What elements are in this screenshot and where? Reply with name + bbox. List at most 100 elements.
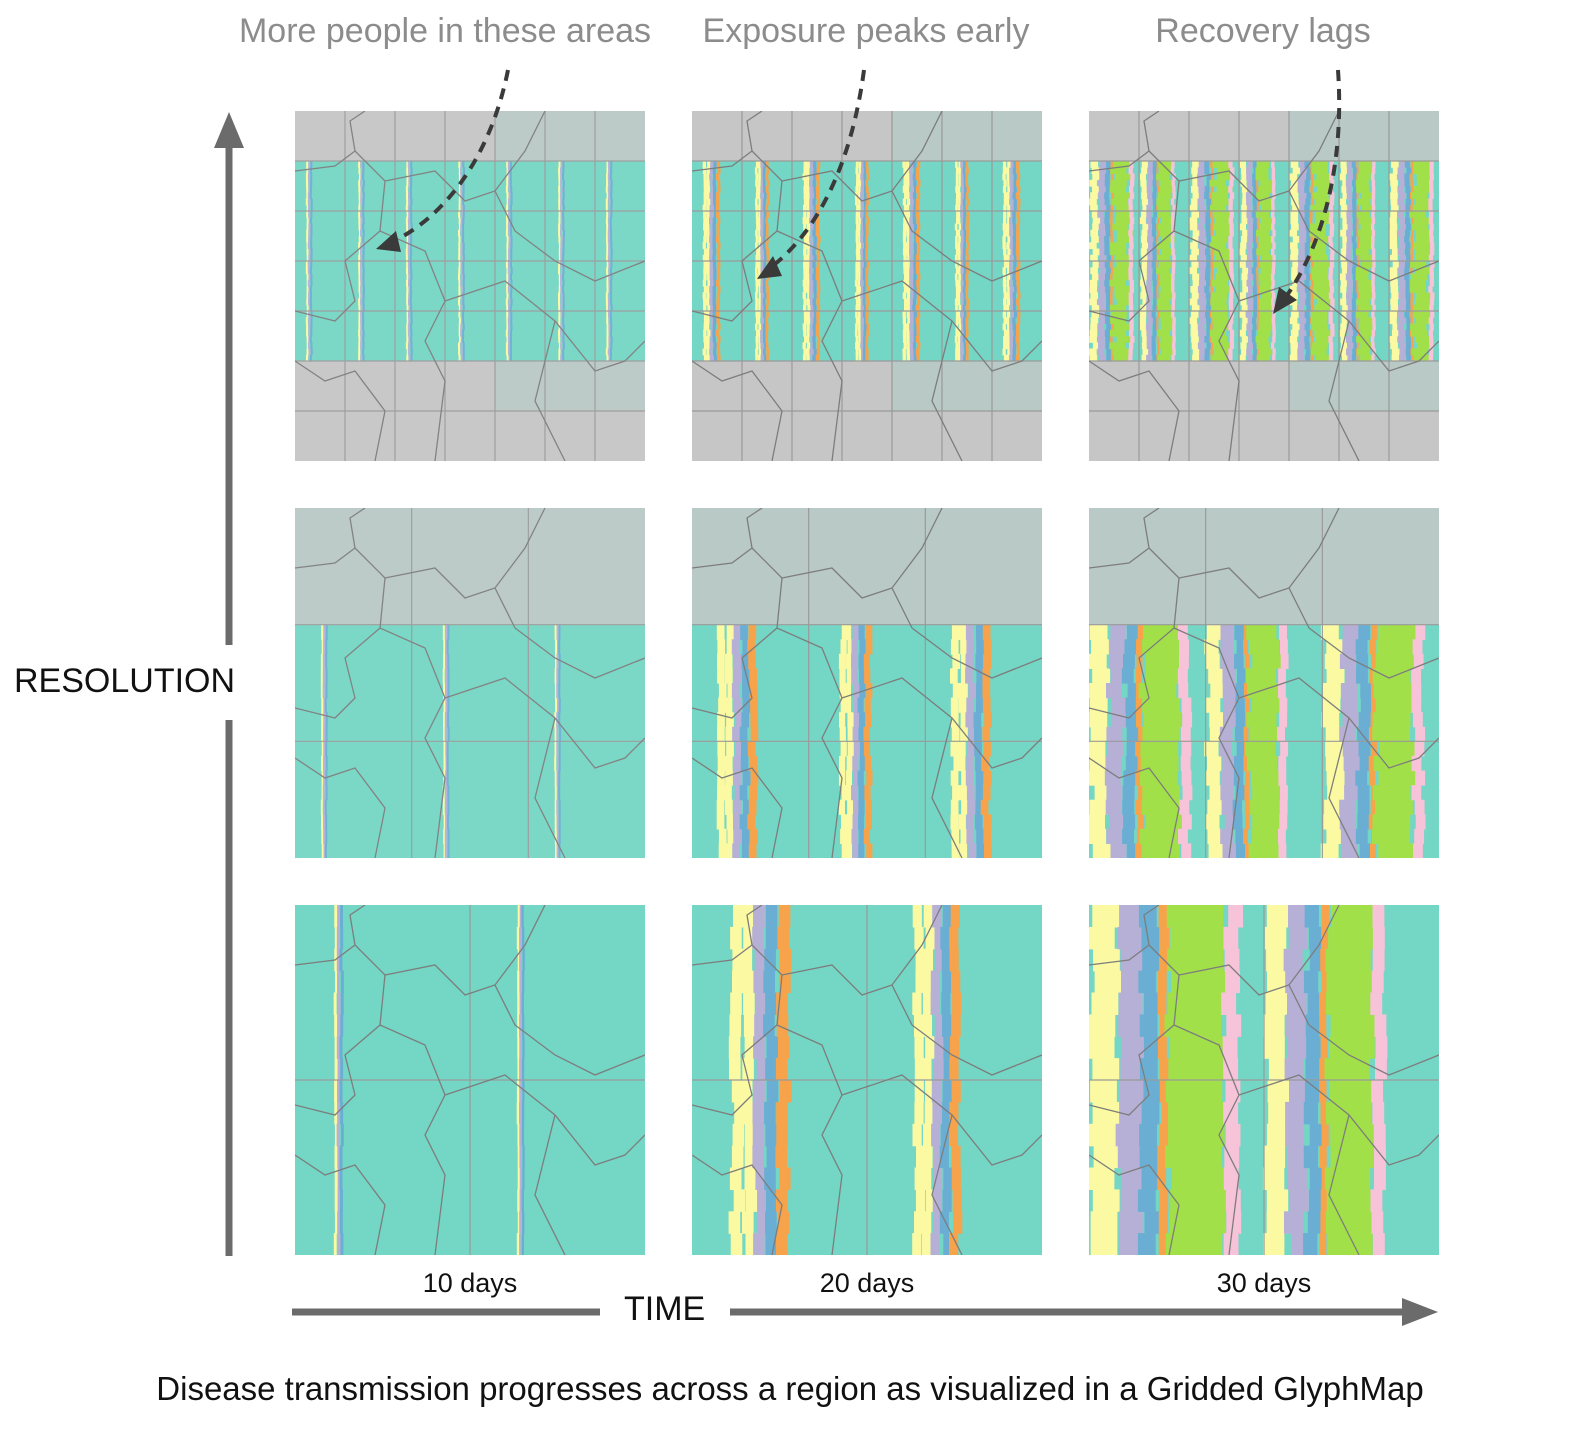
glyph-state-band	[1090, 1080, 1117, 1103]
glyph-state-band	[1110, 298, 1113, 306]
glyph-state-band	[1141, 192, 1148, 200]
glyph-state-band	[1003, 229, 1007, 237]
glyph-state-band	[610, 204, 613, 212]
glyph-state-band	[1371, 273, 1375, 281]
glyph-state-band	[960, 204, 963, 212]
glyph-state-band	[1171, 267, 1176, 275]
glyph-state-band	[1128, 254, 1134, 262]
glyph-state-band	[1331, 905, 1377, 928]
glyph-state-band	[557, 697, 559, 713]
glyph-state-band	[1121, 1036, 1146, 1059]
annotation-exposure-peaks: Exposure peaks early	[702, 12, 1030, 50]
glyph-state-band	[362, 323, 365, 331]
glyph-state-band	[308, 304, 311, 312]
glyph-state-band	[444, 726, 447, 742]
glyph-state-band	[1246, 198, 1252, 206]
glyph-state-band	[1204, 348, 1210, 356]
glyph-state-band	[1279, 799, 1288, 815]
glyph-state-band	[809, 179, 813, 187]
glyph-state-band	[1003, 211, 1007, 218]
glyph-state-band	[521, 1058, 525, 1081]
glyph-state-band	[766, 211, 769, 218]
glyph-state-band	[1142, 948, 1160, 972]
glyph-state-band	[1110, 217, 1113, 225]
glyph-state-band	[560, 286, 563, 293]
glyph-state-band	[1345, 336, 1352, 343]
glyph-state-band	[1391, 186, 1399, 193]
glyph-state-band	[733, 668, 742, 684]
glyph-state-band	[1156, 323, 1159, 331]
glyph-state-band	[1371, 624, 1377, 640]
glyph-state-band	[810, 279, 814, 287]
glyph-state-band	[508, 298, 511, 306]
glyph-state-band	[1090, 292, 1098, 300]
glyph-state-band	[1105, 186, 1111, 193]
glyph-state-band	[1339, 173, 1346, 181]
glyph-state-band	[1309, 217, 1313, 225]
glyph-state-band	[1389, 217, 1397, 225]
glyph-state-band	[1156, 329, 1170, 337]
glyph-state-band	[1371, 329, 1375, 337]
glyph-state-band	[982, 683, 991, 699]
glyph-state-band	[606, 336, 609, 343]
glyph-state-band	[909, 311, 914, 318]
glyph-state-band	[1247, 273, 1254, 281]
glyph-state-band	[753, 1233, 765, 1255]
glyph-state-band	[610, 286, 613, 293]
glyph-state-band	[606, 304, 609, 312]
glyph-state-band	[812, 298, 816, 306]
glyph-state-band	[562, 336, 565, 343]
glyph-state-band	[1405, 217, 1411, 225]
glyph-state-band	[1097, 323, 1105, 331]
glyph-state-band	[717, 179, 721, 187]
glyph-state-band	[958, 179, 962, 187]
glyph-state-band	[562, 292, 565, 300]
glyph-state-band	[1429, 298, 1435, 306]
glyph-state-band	[1316, 354, 1333, 362]
glyph-state-band	[861, 286, 864, 293]
glyph-state-band	[963, 204, 966, 212]
glyph-state-band	[1106, 683, 1122, 699]
glyph-state-band	[1198, 292, 1206, 300]
glyph-state-band	[909, 167, 913, 175]
glyph-state-band	[458, 242, 461, 250]
glyph-state-band	[809, 198, 813, 206]
glyph-state-band	[727, 828, 736, 844]
glyph-state-band	[358, 248, 361, 256]
glyph-state-band	[1157, 311, 1160, 318]
glyph-state-band	[1410, 242, 1414, 250]
glyph-state-band	[1272, 311, 1276, 318]
glyph-state-band	[1310, 342, 1313, 350]
glyph-state-band	[558, 653, 561, 669]
glyph-state-band	[310, 311, 313, 318]
glyph-cell	[295, 905, 470, 1081]
glyph-state-band	[519, 1036, 522, 1059]
glyph-state-band	[323, 828, 326, 844]
glyph-state-band	[1322, 697, 1341, 713]
glyph-state-band	[1140, 292, 1147, 300]
glyph-state-band	[1391, 161, 1399, 168]
glyph-state-band	[706, 186, 710, 193]
glyph-state-band	[1429, 279, 1435, 287]
glyph-state-band	[1010, 204, 1014, 212]
glyph-state-band	[813, 292, 818, 300]
glyph-state-band	[1353, 167, 1358, 175]
glyph-state-band	[1413, 167, 1430, 175]
glyph-state-band	[756, 186, 759, 193]
glyph-state-band	[1110, 161, 1114, 168]
glyph-state-band	[1128, 198, 1133, 206]
glyph-state-band	[966, 267, 969, 275]
glyph-state-band	[963, 192, 967, 200]
glyph-state-band	[958, 161, 962, 168]
glyph-faint-cell	[545, 111, 595, 161]
glyph-state-band	[706, 248, 710, 256]
glyph-state-band	[1240, 179, 1247, 187]
glyph-state-band	[703, 336, 707, 343]
glyph-state-band	[712, 311, 716, 318]
glyph-state-band	[747, 814, 756, 830]
glyph-state-band	[1417, 342, 1434, 350]
glyph-state-band	[554, 814, 557, 830]
glyph-state-band	[409, 254, 412, 262]
glyph-state-band	[1009, 173, 1013, 181]
glyph-state-band	[1309, 1123, 1324, 1147]
